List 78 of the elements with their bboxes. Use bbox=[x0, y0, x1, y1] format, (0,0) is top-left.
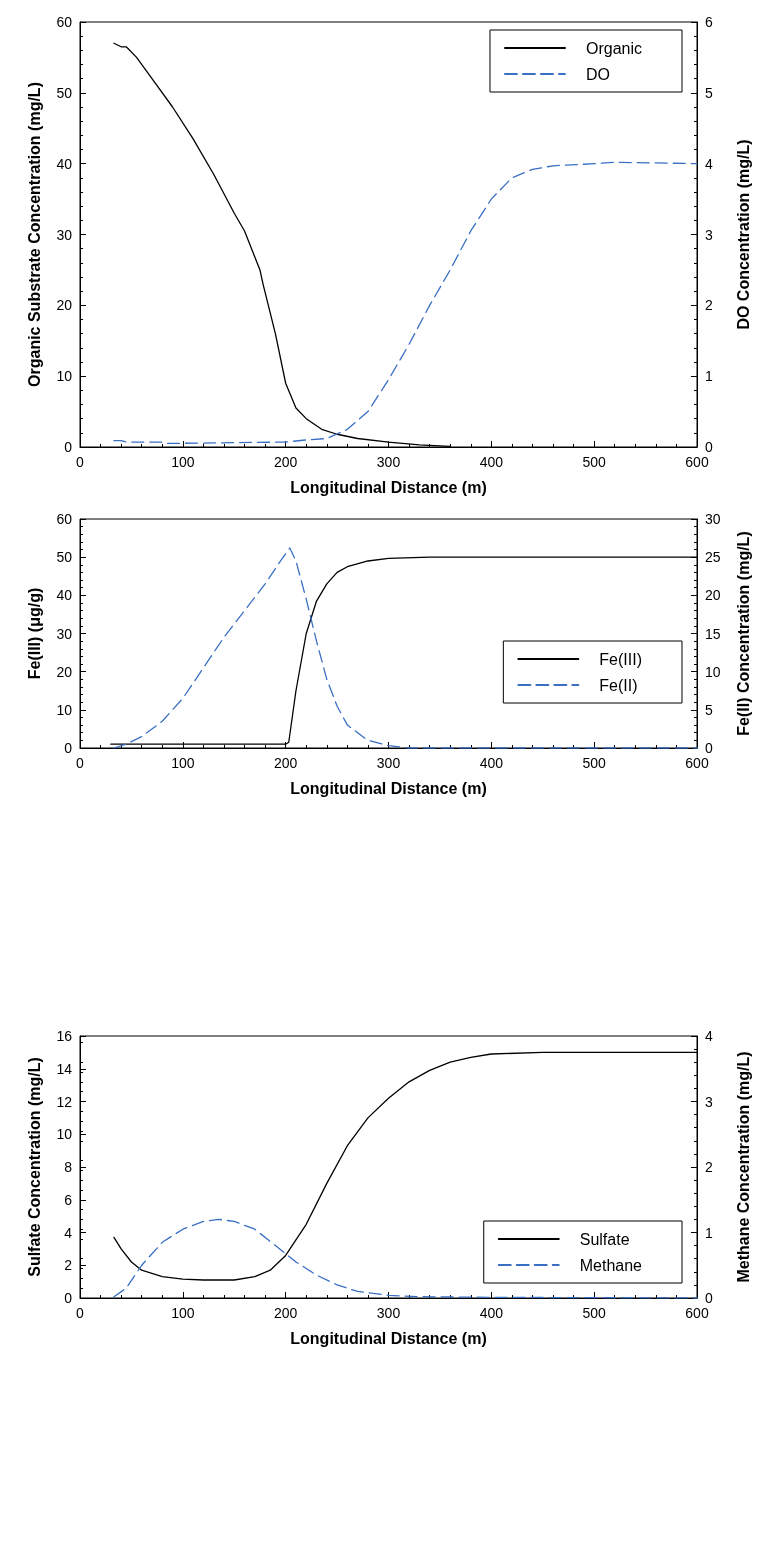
x-tick-label: 0 bbox=[76, 1305, 85, 1321]
y2-tick-label: 30 bbox=[705, 511, 721, 527]
y-tick-label: 40 bbox=[56, 155, 73, 172]
y2-tick-label: 1 bbox=[705, 368, 713, 385]
x-tick-label: 200 bbox=[273, 1305, 298, 1321]
x-tick-label: 100 bbox=[171, 755, 195, 771]
x-tick-label: 300 bbox=[376, 755, 401, 771]
y-tick-label: 20 bbox=[56, 663, 73, 680]
legend-label: Sulfate bbox=[579, 1230, 630, 1248]
y2-axis-title: Fe(II) Concentration (mg/L) bbox=[734, 531, 752, 736]
y-tick-label: 20 bbox=[56, 297, 73, 314]
legend-label: Methane bbox=[579, 1256, 643, 1274]
y-tick-label: 14 bbox=[56, 1060, 73, 1077]
y-axis-title: Organic Substrate Concentration (mg/L) bbox=[25, 82, 43, 387]
y-tick-label: 6 bbox=[64, 1191, 73, 1208]
y2-tick-label: 3 bbox=[705, 226, 713, 243]
x-tick-label: 400 bbox=[479, 454, 504, 470]
x-axis-title: Longitudinal Distance (m) bbox=[290, 1329, 487, 1347]
y2-tick-label: 25 bbox=[705, 549, 721, 566]
x-tick-label: 600 bbox=[685, 454, 709, 470]
y-tick-label: 0 bbox=[64, 1290, 73, 1306]
y2-tick-label: 6 bbox=[705, 14, 713, 30]
x-axis-title: Longitudinal Distance (m) bbox=[290, 478, 487, 496]
y-tick-label: 60 bbox=[56, 14, 73, 30]
legend-label: DO bbox=[585, 65, 610, 83]
y2-axis-title: DO Concentration (mg/L) bbox=[734, 139, 752, 330]
x-tick-label: 0 bbox=[76, 454, 85, 470]
x-tick-label: 100 bbox=[171, 454, 195, 470]
legend-label: Fe(II) bbox=[599, 676, 638, 694]
x-tick-label: 300 bbox=[376, 1305, 401, 1321]
y2-tick-label: 0 bbox=[705, 1290, 713, 1306]
y-tick-label: 0 bbox=[64, 740, 73, 756]
y-tick-label: 16 bbox=[56, 1028, 73, 1044]
y-tick-label: 30 bbox=[56, 625, 73, 642]
y-tick-label: 40 bbox=[56, 587, 73, 604]
y2-tick-label: 4 bbox=[705, 1028, 713, 1044]
x-tick-label: 0 bbox=[76, 755, 85, 771]
y-tick-label: 10 bbox=[56, 701, 73, 718]
y-tick-label: 12 bbox=[56, 1093, 73, 1110]
x-tick-label: 500 bbox=[582, 755, 607, 771]
x-tick-label: 200 bbox=[273, 454, 298, 470]
y2-tick-label: 2 bbox=[705, 297, 713, 314]
y-tick-label: 0 bbox=[64, 439, 73, 455]
y2-tick-label: 20 bbox=[705, 587, 721, 604]
x-tick-label: 500 bbox=[582, 1305, 607, 1321]
y2-tick-label: 0 bbox=[705, 439, 713, 455]
x-tick-label: 300 bbox=[376, 454, 401, 470]
y2-axis-title: Methane Concentration (mg/L) bbox=[734, 1051, 752, 1283]
y2-tick-label: 1 bbox=[705, 1224, 713, 1241]
y-tick-label: 30 bbox=[56, 226, 73, 243]
x-tick-label: 400 bbox=[479, 755, 504, 771]
y-tick-label: 10 bbox=[56, 1126, 73, 1143]
y-tick-label: 4 bbox=[64, 1224, 73, 1241]
y2-tick-label: 5 bbox=[705, 84, 713, 101]
x-tick-label: 400 bbox=[479, 1305, 504, 1321]
y2-tick-label: 10 bbox=[705, 663, 721, 680]
y2-tick-label: 3 bbox=[705, 1093, 713, 1110]
y2-tick-label: 4 bbox=[705, 155, 713, 172]
legend-label: Organic bbox=[585, 39, 643, 57]
y-tick-label: 8 bbox=[64, 1159, 73, 1175]
y-axis-title: Sulfate Concentration (mg/L) bbox=[25, 1057, 43, 1277]
y-tick-label: 2 bbox=[64, 1257, 73, 1274]
y-tick-label: 50 bbox=[56, 549, 73, 566]
x-tick-label: 600 bbox=[685, 1305, 709, 1321]
y2-tick-label: 15 bbox=[705, 625, 721, 642]
y-tick-label: 60 bbox=[56, 511, 73, 527]
x-tick-label: 500 bbox=[582, 454, 607, 470]
x-tick-label: 200 bbox=[273, 755, 298, 771]
x-tick-label: 100 bbox=[171, 1305, 195, 1321]
y-axis-title: Fe(III) (μg/g) bbox=[25, 587, 43, 680]
y2-tick-label: 5 bbox=[705, 701, 713, 718]
x-axis-title: Longitudinal Distance (m) bbox=[290, 779, 487, 797]
y2-tick-label: 0 bbox=[705, 740, 713, 756]
y2-tick-label: 2 bbox=[705, 1159, 713, 1175]
y-tick-label: 50 bbox=[56, 84, 73, 101]
y-tick-label: 10 bbox=[56, 368, 73, 385]
x-tick-label: 600 bbox=[685, 755, 709, 771]
legend-label: Fe(III) bbox=[599, 650, 643, 668]
